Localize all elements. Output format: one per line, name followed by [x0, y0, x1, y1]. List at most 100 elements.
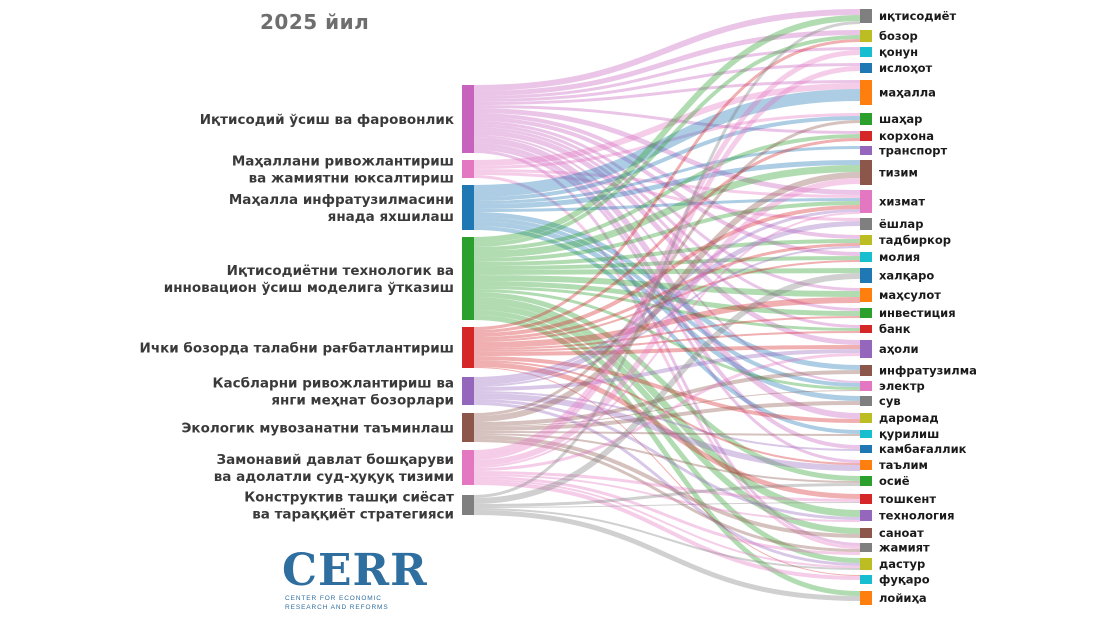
- sankey-link-s5-t2[interactable]: [473, 39, 861, 330]
- sankey-link-s5-t32[interactable]: [473, 367, 861, 576]
- sankey-link-s1-t13[interactable]: [473, 117, 861, 256]
- sankey-node-t25[interactable]: [860, 460, 872, 470]
- sankey-node-t12[interactable]: [860, 235, 872, 245]
- sankey-link-s4-t2[interactable]: [473, 35, 861, 247]
- sankey-link-s1-t2[interactable]: [473, 30, 861, 96]
- sankey-node-t6[interactable]: [860, 113, 872, 125]
- sankey-link-s4-t20[interactable]: [473, 289, 861, 390]
- sankey-link-s9-t31[interactable]: [473, 508, 861, 570]
- sankey-link-s8-t28[interactable]: [473, 474, 861, 522]
- sankey-link-s8-t31[interactable]: [473, 479, 861, 568]
- sankey-link-s2-t11[interactable]: [473, 172, 861, 221]
- sankey-node-t28[interactable]: [860, 510, 872, 521]
- sankey-link-s1-t24[interactable]: [473, 143, 861, 449]
- sankey-node-s3[interactable]: [462, 185, 474, 230]
- sankey-node-t18[interactable]: [860, 340, 872, 358]
- sankey-link-s7-t9[interactable]: [473, 172, 861, 422]
- sankey-node-t24[interactable]: [860, 445, 872, 453]
- sankey-link-s4-t17[interactable]: [473, 286, 861, 331]
- sankey-link-s3-t20[interactable]: [473, 217, 861, 387]
- sankey-link-s2-t5[interactable]: [473, 83, 861, 166]
- sankey-link-s1-t5[interactable]: [473, 80, 861, 105]
- sankey-node-t31[interactable]: [860, 558, 872, 570]
- sankey-link-s8-t10[interactable]: [473, 212, 861, 468]
- sankey-link-s7-t20[interactable]: [473, 390, 861, 427]
- sankey-link-s8-t30[interactable]: [473, 476, 861, 555]
- sankey-link-s3-t10[interactable]: [473, 198, 861, 212]
- sankey-link-s2-t6[interactable]: [473, 113, 861, 169]
- sankey-link-s6-t12[interactable]: [473, 246, 861, 387]
- sankey-node-t32[interactable]: [860, 575, 872, 584]
- sankey-node-t21[interactable]: [860, 396, 872, 406]
- sankey-link-s5-t7[interactable]: [473, 138, 861, 333]
- sankey-link-s1-t15[interactable]: [473, 121, 861, 291]
- sankey-node-t23[interactable]: [860, 430, 872, 438]
- sankey-link-s4-t14[interactable]: [473, 268, 861, 275]
- sankey-link-s1-t22[interactable]: [473, 137, 861, 419]
- sankey-node-s9[interactable]: [462, 495, 474, 515]
- sankey-link-s8-t4[interactable]: [473, 66, 861, 460]
- sankey-link-s5-t22[interactable]: [473, 356, 861, 423]
- sankey-link-s5-t12[interactable]: [473, 243, 861, 340]
- sankey-node-t11[interactable]: [860, 218, 872, 230]
- sankey-link-s8-t32[interactable]: [473, 481, 861, 580]
- sankey-link-s1-t20[interactable]: [473, 135, 861, 383]
- sankey-link-s8-t3[interactable]: [473, 50, 861, 455]
- sankey-link-s6-t31[interactable]: [473, 402, 861, 566]
- sankey-link-s4-t13[interactable]: [473, 256, 861, 270]
- sankey-link-s9-t33[interactable]: [473, 510, 861, 601]
- sankey-node-t9[interactable]: [860, 160, 872, 185]
- sankey-link-s4-t9[interactable]: [473, 165, 861, 258]
- sankey-node-s5[interactable]: [462, 327, 474, 368]
- sankey-link-s7-t23[interactable]: [473, 431, 861, 436]
- sankey-link-s2-t30[interactable]: [473, 175, 861, 549]
- sankey-link-s4-t33[interactable]: [473, 315, 861, 596]
- sankey-link-s4-t1[interactable]: [473, 15, 861, 243]
- sankey-link-s5-t16[interactable]: [473, 316, 861, 350]
- sankey-node-t4[interactable]: [860, 63, 872, 73]
- sankey-link-s5-t25[interactable]: [473, 360, 861, 465]
- sankey-link-s4-t31[interactable]: [473, 310, 861, 563]
- sankey-node-t16[interactable]: [860, 308, 872, 318]
- sankey-link-s7-t30[interactable]: [473, 439, 861, 552]
- sankey-link-s3-t5[interactable]: [473, 89, 861, 197]
- sankey-node-s8[interactable]: [462, 450, 474, 485]
- sankey-node-t1[interactable]: [860, 9, 872, 23]
- sankey-node-t5[interactable]: [860, 80, 872, 105]
- sankey-link-s3-t21[interactable]: [473, 221, 861, 401]
- sankey-node-t17[interactable]: [860, 325, 872, 333]
- sankey-link-s1-t10[interactable]: [473, 108, 861, 195]
- sankey-link-s9-t27[interactable]: [473, 502, 861, 508]
- sankey-link-s5-t17[interactable]: [473, 331, 861, 352]
- sankey-link-s6-t24[interactable]: [473, 391, 861, 451]
- sankey-link-s3-t19[interactable]: [473, 212, 861, 370]
- sankey-link-s6-t10[interactable]: [473, 209, 861, 380]
- sankey-node-t27[interactable]: [860, 494, 872, 504]
- sankey-link-s8-t27[interactable]: [473, 471, 861, 502]
- sankey-link-s7-t19[interactable]: [473, 370, 861, 426]
- sankey-link-s5-t27[interactable]: [473, 362, 861, 499]
- sankey-link-s1-t18[interactable]: [473, 130, 861, 345]
- sankey-link-s4-t12[interactable]: [473, 239, 861, 266]
- sankey-link-s4-t10[interactable]: [473, 201, 861, 262]
- sankey-link-s3-t9[interactable]: [473, 160, 861, 209]
- sankey-node-t26[interactable]: [860, 476, 872, 486]
- sankey-link-s1-t16[interactable]: [473, 124, 861, 311]
- sankey-link-s4-t29[interactable]: [473, 304, 861, 534]
- sankey-link-s5-t18[interactable]: [473, 345, 861, 356]
- sankey-node-s4[interactable]: [462, 237, 474, 320]
- sankey-node-t8[interactable]: [860, 146, 872, 155]
- sankey-node-t19[interactable]: [860, 365, 872, 376]
- sankey-link-s1-t25[interactable]: [473, 147, 861, 463]
- sankey-link-s3-t6[interactable]: [473, 116, 861, 201]
- sankey-link-s9-t1[interactable]: [473, 21, 861, 498]
- sankey-node-s1[interactable]: [462, 85, 474, 153]
- sankey-link-s9-t26[interactable]: [473, 483, 861, 507]
- sankey-node-t7[interactable]: [860, 131, 872, 141]
- sankey-node-s2[interactable]: [462, 160, 474, 178]
- sankey-node-t3[interactable]: [860, 47, 872, 57]
- sankey-link-s8-t9[interactable]: [473, 178, 861, 466]
- sankey-node-s7[interactable]: [462, 413, 474, 442]
- sankey-link-s7-t26[interactable]: [473, 433, 861, 483]
- sankey-link-s1-t12[interactable]: [473, 113, 861, 239]
